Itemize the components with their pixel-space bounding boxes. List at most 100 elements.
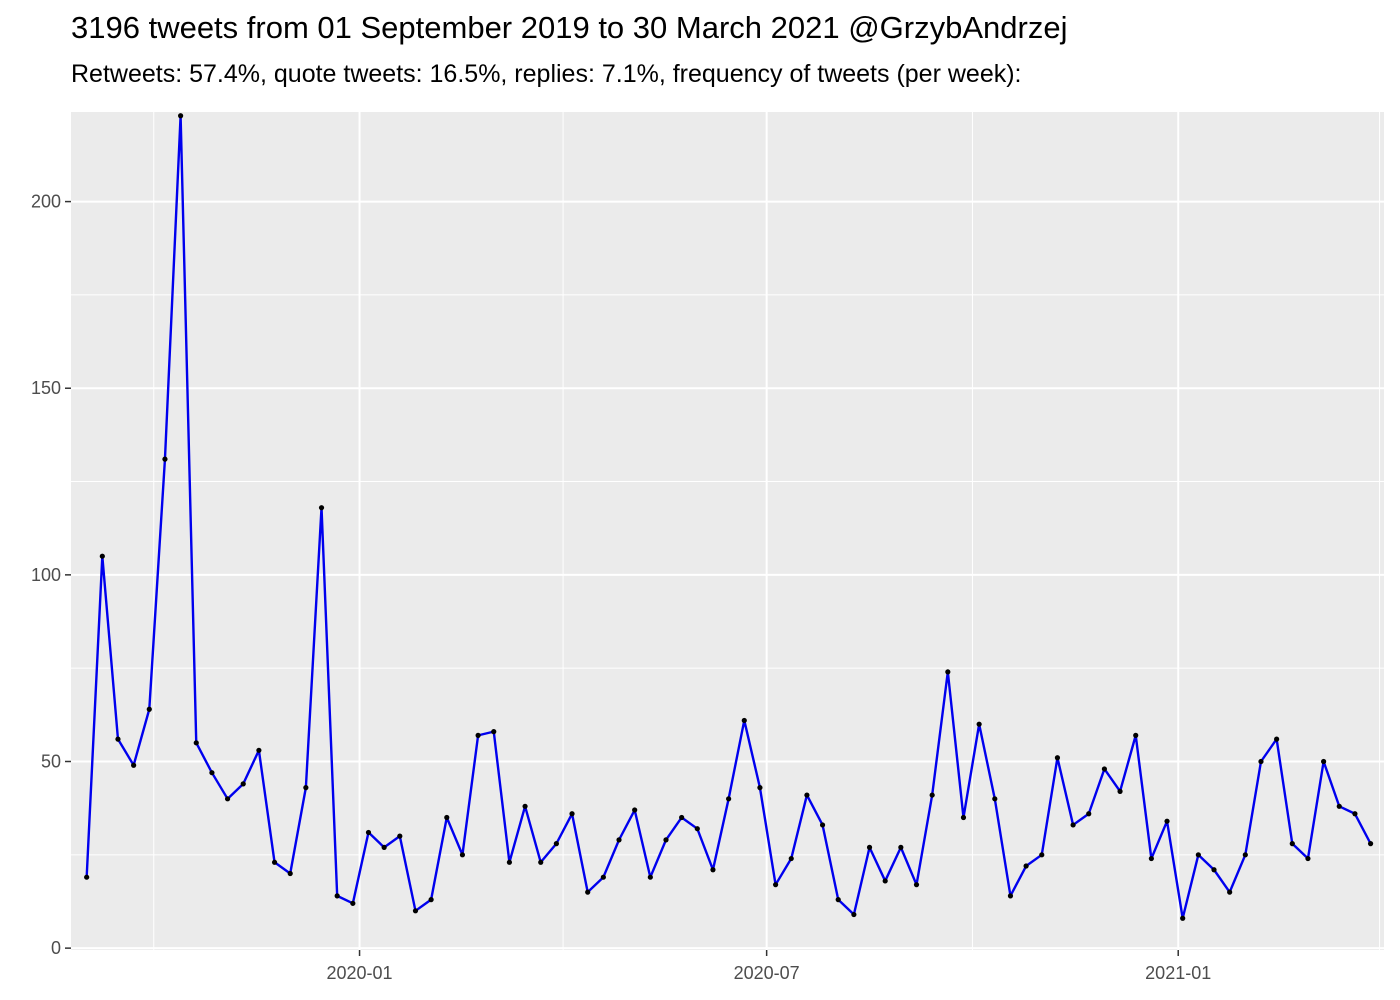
data-point	[334, 893, 340, 899]
data-point	[1321, 758, 1327, 765]
data-point	[616, 837, 622, 843]
data-point	[898, 844, 904, 850]
data-point	[381, 844, 387, 850]
data-points	[84, 113, 1374, 921]
data-point	[835, 897, 841, 903]
data-point	[1367, 841, 1374, 847]
data-point	[757, 785, 763, 791]
data-point	[1211, 867, 1217, 873]
x-axis-labels: 2020-01 2020-07 2021-01	[327, 963, 1212, 983]
data-point	[1039, 852, 1045, 858]
data-point	[146, 706, 152, 712]
data-point	[788, 855, 794, 862]
data-point	[1054, 755, 1061, 761]
data-point	[726, 796, 732, 802]
y-tick-label: 50	[41, 751, 61, 771]
data-point	[976, 721, 982, 727]
major-gridlines	[71, 112, 1384, 950]
data-point	[1023, 863, 1029, 869]
data-point	[960, 814, 967, 821]
data-point	[1258, 758, 1264, 765]
data-point	[428, 897, 434, 903]
data-point	[318, 505, 325, 511]
data-point	[851, 911, 857, 918]
data-point	[1227, 889, 1233, 895]
data-point	[1289, 841, 1295, 847]
data-point	[710, 867, 716, 873]
data-point	[209, 770, 215, 776]
data-point	[882, 878, 888, 884]
data-point	[772, 882, 779, 888]
data-point	[929, 792, 935, 798]
y-tick-label: 100	[31, 565, 61, 585]
data-point	[444, 814, 450, 821]
data-point	[99, 553, 105, 559]
data-point	[287, 870, 293, 877]
data-point	[1117, 788, 1123, 794]
data-point	[412, 908, 419, 914]
data-point	[1101, 766, 1107, 772]
data-point	[945, 669, 951, 675]
plot-panel	[71, 112, 1384, 950]
data-point	[365, 829, 372, 836]
data-point	[1242, 852, 1248, 858]
data-point	[804, 792, 810, 798]
data-point	[1195, 852, 1201, 858]
data-point	[115, 736, 121, 742]
data-point	[663, 837, 669, 843]
data-point	[522, 803, 528, 809]
data-point	[585, 889, 591, 895]
data-point	[193, 740, 199, 746]
x-tick-label: 2020-01	[327, 963, 393, 983]
data-point	[1070, 822, 1076, 828]
data-point	[475, 732, 481, 738]
data-point	[538, 859, 544, 865]
data-point	[1180, 915, 1186, 921]
chart-subtitle: Retweets: 57.4%, quote tweets: 16.5%, re…	[71, 60, 1022, 88]
y-tick-label: 200	[31, 192, 61, 212]
data-point	[162, 456, 168, 462]
data-point	[350, 900, 356, 906]
y-axis-labels: 0 50 100 150 200	[31, 192, 61, 959]
data-point	[1352, 811, 1358, 817]
y-tick-label: 150	[31, 378, 61, 398]
data-point	[84, 874, 90, 880]
data-point	[303, 785, 309, 791]
data-point	[131, 762, 137, 768]
data-point	[1086, 811, 1092, 817]
data-point	[1274, 736, 1280, 742]
data-point	[397, 833, 403, 839]
data-point	[1164, 818, 1170, 824]
data-point	[694, 826, 700, 832]
data-point	[1133, 732, 1139, 738]
data-point	[1336, 803, 1342, 809]
data-point	[240, 781, 246, 787]
data-point	[256, 747, 262, 753]
x-tick-label: 2020-07	[734, 963, 800, 983]
data-point	[600, 874, 606, 880]
chart-title: 3196 tweets from 01 September 2019 to 30…	[71, 10, 1068, 45]
data-point	[1148, 855, 1154, 862]
data-point	[1305, 855, 1311, 862]
data-point	[819, 822, 826, 828]
data-point	[491, 729, 497, 735]
data-point	[866, 844, 873, 850]
data-point	[506, 859, 513, 865]
data-point	[913, 882, 920, 888]
y-tick-label: 0	[51, 938, 61, 958]
data-point	[224, 796, 231, 802]
data-point	[178, 113, 184, 119]
data-point	[1007, 893, 1014, 899]
data-point	[992, 796, 998, 802]
data-point	[632, 807, 638, 813]
data-point	[647, 874, 653, 880]
data-point	[271, 859, 278, 865]
data-point	[741, 717, 747, 724]
data-point	[679, 814, 685, 821]
x-tick-label: 2021-01	[1145, 963, 1211, 983]
minor-gridlines	[71, 112, 1384, 950]
data-point	[459, 852, 466, 858]
data-point	[553, 841, 559, 847]
axis-ticks	[65, 200, 1179, 956]
